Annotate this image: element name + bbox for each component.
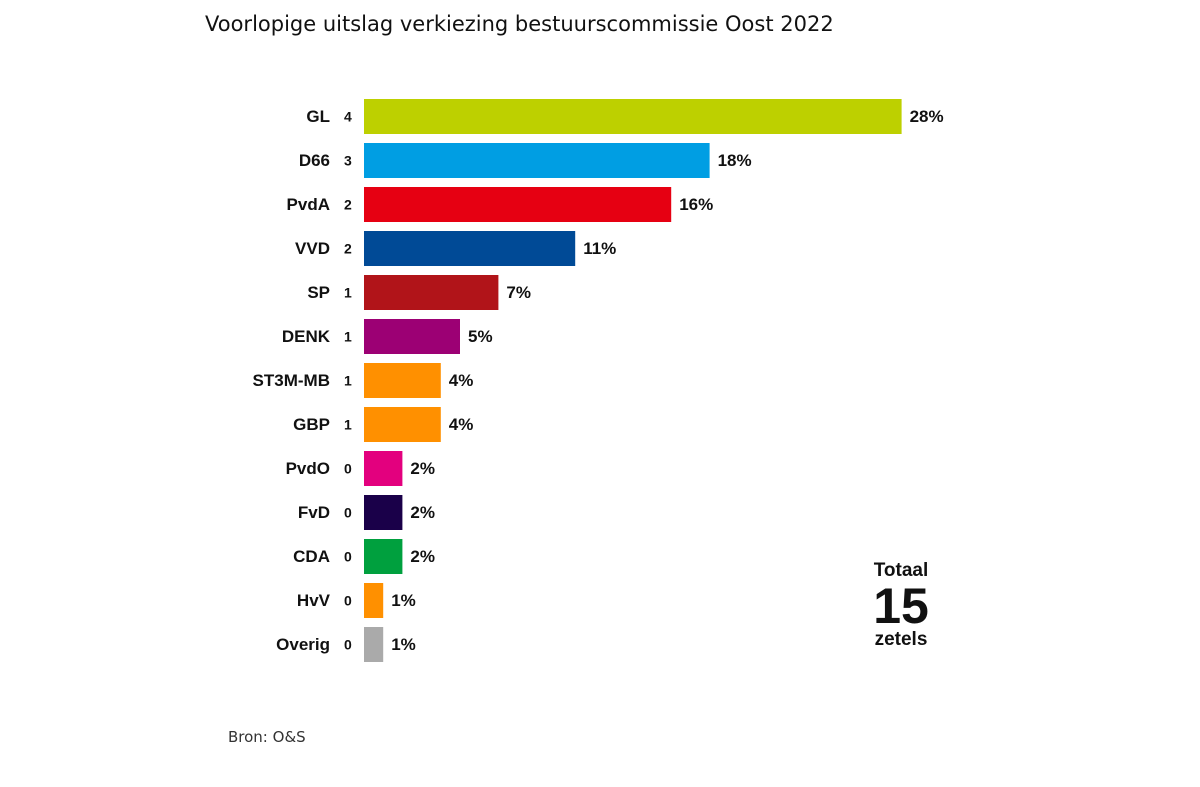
bar-hvv <box>364 583 384 618</box>
value-label-vvd: 11% <box>583 239 616 258</box>
total-seats-box: Totaal 15 zetels <box>840 560 962 650</box>
seats-label-d66: 3 <box>344 153 352 169</box>
value-label-gl: 28% <box>910 107 944 126</box>
party-label-gbp: GBP <box>293 415 330 434</box>
value-label-pvda: 16% <box>679 195 713 214</box>
party-label-fvd: FvD <box>298 503 330 522</box>
party-label-overig: Overig <box>276 635 330 654</box>
bar-chart: GL 4 28%D66 3 18%PvdA 2 16%VVD 2 11%SP 1 7%DENK 1 5%… <box>253 99 944 662</box>
party-label-vvd: VVD <box>295 239 330 258</box>
party-label-cda: CDA <box>293 547 330 566</box>
total-label: Totaal <box>873 560 929 581</box>
party-label-sp: SP <box>307 283 330 302</box>
seats-label-pvdo: 0 <box>344 461 352 477</box>
seats-label-vvd: 2 <box>344 241 352 257</box>
bar-overig <box>364 627 384 662</box>
party-label-gl: GL <box>306 107 330 126</box>
seats-label-hvv: 0 <box>344 593 352 609</box>
bar-gl <box>364 99 902 134</box>
seats-label-denk: 1 <box>344 329 352 345</box>
seats-label-gl: 4 <box>344 109 352 125</box>
value-label-denk: 5% <box>468 327 493 346</box>
value-label-gbp: 4% <box>449 415 474 434</box>
total-number: 15 <box>873 578 929 634</box>
bar-denk <box>364 319 460 354</box>
value-label-pvdo: 2% <box>410 459 435 478</box>
bar-d66 <box>364 143 710 178</box>
chart-title: Voorlopige uitslag verkiezing bestuursco… <box>205 12 834 36</box>
party-label-pvda: PvdA <box>287 195 330 214</box>
value-label-hvv: 1% <box>391 591 416 610</box>
seats-label-sp: 1 <box>344 285 352 301</box>
seats-label-overig: 0 <box>344 637 352 653</box>
value-label-overig: 1% <box>391 635 416 654</box>
bar-pvdo <box>364 451 403 486</box>
seats-label-cda: 0 <box>344 549 352 565</box>
party-label-denk: DENK <box>282 327 331 346</box>
bar-sp <box>364 275 499 310</box>
bar-pvda <box>364 187 672 222</box>
bar-cda <box>364 539 403 574</box>
party-label-hvv: HvV <box>297 591 331 610</box>
party-label-d66: D66 <box>299 151 330 170</box>
seats-label-gbp: 1 <box>344 417 352 433</box>
seats-label-pvda: 2 <box>344 197 352 213</box>
party-label-st3m-mb: ST3M-MB <box>253 371 330 390</box>
value-label-cda: 2% <box>410 547 435 566</box>
bar-vvd <box>364 231 576 266</box>
bar-fvd <box>364 495 403 530</box>
seats-label-st3m-mb: 1 <box>344 373 352 389</box>
bar-st3m-mb <box>364 363 441 398</box>
value-label-st3m-mb: 4% <box>449 371 474 390</box>
seats-label-fvd: 0 <box>344 505 352 521</box>
source-note: Bron: O&S <box>228 728 306 746</box>
value-label-sp: 7% <box>506 283 531 302</box>
value-label-fvd: 2% <box>410 503 435 522</box>
value-label-d66: 18% <box>718 151 752 170</box>
bar-gbp <box>364 407 441 442</box>
party-label-pvdo: PvdO <box>286 459 330 478</box>
total-unit: zetels <box>874 629 928 650</box>
